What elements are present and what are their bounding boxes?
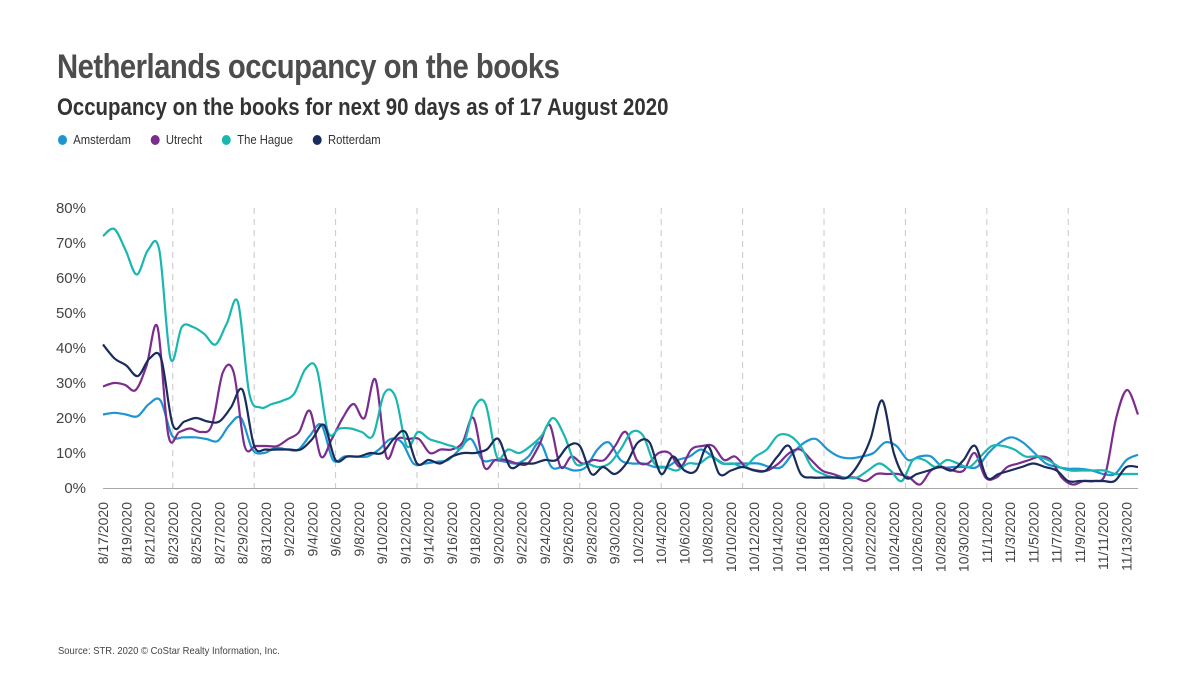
x-tick-label: 9/28/2020: [583, 502, 599, 564]
legend-item-rotterdam: Rotterdam: [312, 133, 381, 147]
x-tick-label: 9/18/2020: [467, 502, 483, 564]
y-tick-label: 80%: [56, 200, 86, 217]
x-tick-label: 9/26/2020: [560, 502, 576, 564]
series-line-utrecht: [102, 323, 1140, 486]
x-tick-label: 9/4/2020: [304, 502, 320, 557]
x-tick-label: 10/20/2020: [839, 502, 855, 572]
legend-swatch-rotterdam: [312, 135, 322, 145]
legend-label-rotterdam: Rotterdam: [328, 133, 381, 147]
x-tick-label: 10/10/2020: [723, 502, 739, 572]
legend-swatch-the-hague: [221, 135, 231, 145]
legend: Amsterdam Utrecht The Hague Rotterdam: [58, 133, 381, 147]
x-tick-label: 10/12/2020: [746, 502, 762, 572]
x-tick-label: 11/3/2020: [1002, 502, 1018, 563]
x-tick-label: 9/16/2020: [444, 502, 460, 564]
x-tick-label: 9/24/2020: [537, 502, 553, 564]
x-tick-label: 8/17/2020: [95, 502, 111, 564]
x-tick-label: 9/14/2020: [421, 502, 437, 564]
x-tick-label: 11/1/2020: [979, 502, 995, 563]
x-tick-label: 8/29/2020: [235, 502, 251, 564]
x-tick-label: 8/21/2020: [142, 502, 158, 564]
x-tick-label: 9/6/2020: [328, 502, 344, 557]
legend-swatch-amsterdam: [58, 135, 67, 145]
x-tick-label: 11/11/2020: [1095, 502, 1111, 570]
x-tick-label: 10/14/2020: [769, 502, 785, 572]
series-line-rotterdam: [102, 343, 1139, 484]
x-tick-label: 10/30/2020: [956, 502, 972, 572]
x-tick-label: 9/30/2020: [607, 502, 623, 564]
x-tick-label: 9/8/2020: [351, 502, 367, 557]
x-tick-label: 8/31/2020: [258, 502, 274, 564]
y-tick-label: 20%: [56, 410, 86, 427]
y-tick-label: 60%: [56, 270, 86, 287]
x-tick-label: 10/22/2020: [863, 502, 879, 572]
x-tick-label: 9/12/2020: [397, 502, 413, 564]
y-tick-label: 10%: [56, 445, 86, 462]
x-tick-label: 8/27/2020: [211, 502, 227, 564]
legend-label-amsterdam: Amsterdam: [73, 133, 131, 147]
x-tick-label: 10/26/2020: [909, 502, 925, 572]
legend-item-amsterdam: Amsterdam: [58, 133, 131, 147]
y-tick-label: 30%: [56, 375, 86, 392]
x-tick-label: 10/6/2020: [676, 502, 692, 564]
y-tick-label: 40%: [56, 340, 86, 357]
x-tick-label: 10/2/2020: [630, 502, 646, 564]
legend-item-the-hague: The Hague: [221, 133, 293, 147]
x-tick-label: 10/8/2020: [700, 502, 716, 564]
chart-title: Netherlands occupancy on the books: [57, 48, 560, 86]
x-tick-label: 11/13/2020: [1118, 502, 1134, 571]
legend-label-utrecht: Utrecht: [165, 133, 203, 147]
x-tick-label: 10/16/2020: [793, 502, 809, 572]
y-tick-label: 70%: [56, 235, 86, 252]
x-tick-label: 11/5/2020: [1025, 502, 1041, 563]
series-line-the-hague: [102, 227, 1138, 483]
x-tick-label: 8/25/2020: [188, 502, 204, 564]
x-tick-label: 9/10/2020: [374, 502, 390, 564]
source-note: Source: STR. 2020 © CoStar Realty Inform…: [58, 645, 280, 657]
legend-item-utrecht: Utrecht: [150, 133, 203, 147]
x-tick-label: 10/24/2020: [886, 502, 902, 572]
x-tick-label: 9/2/2020: [281, 502, 297, 557]
x-tick-label: 11/9/2020: [1072, 502, 1088, 563]
x-tick-label: 10/4/2020: [653, 502, 669, 564]
x-tick-label: 10/18/2020: [816, 502, 832, 572]
x-tick-label: 8/23/2020: [165, 502, 181, 564]
x-tick-label: 9/20/2020: [490, 502, 506, 564]
y-tick-label: 0%: [64, 480, 86, 497]
legend-label-the-hague: The Hague: [237, 133, 293, 147]
chart-subtitle: Occupancy on the books for next 90 days …: [57, 94, 669, 121]
x-tick-label: 8/19/2020: [118, 502, 134, 564]
x-tick-label: 11/7/2020: [1049, 502, 1065, 563]
y-tick-label: 50%: [56, 305, 86, 322]
line-chart: 0% 10% 20% 30% 40% 50% 60% 70% 80% 8/17/2020 8/19/…: [56, 200, 1140, 572]
x-tick-label: 9/22/2020: [514, 502, 530, 564]
x-tick-label: 10/28/2020: [932, 502, 948, 572]
legend-swatch-utrecht: [150, 135, 160, 145]
